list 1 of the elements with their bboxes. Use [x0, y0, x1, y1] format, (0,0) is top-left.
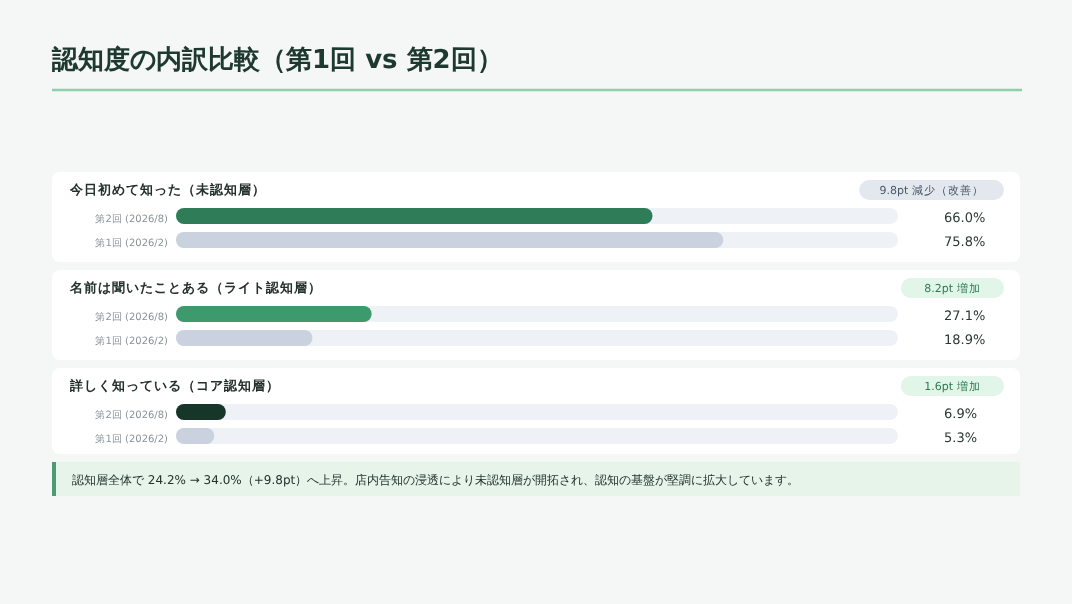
- chart-title: 認知度の内訳比較（第1回 vs 第2回）: [50, 44, 503, 76]
